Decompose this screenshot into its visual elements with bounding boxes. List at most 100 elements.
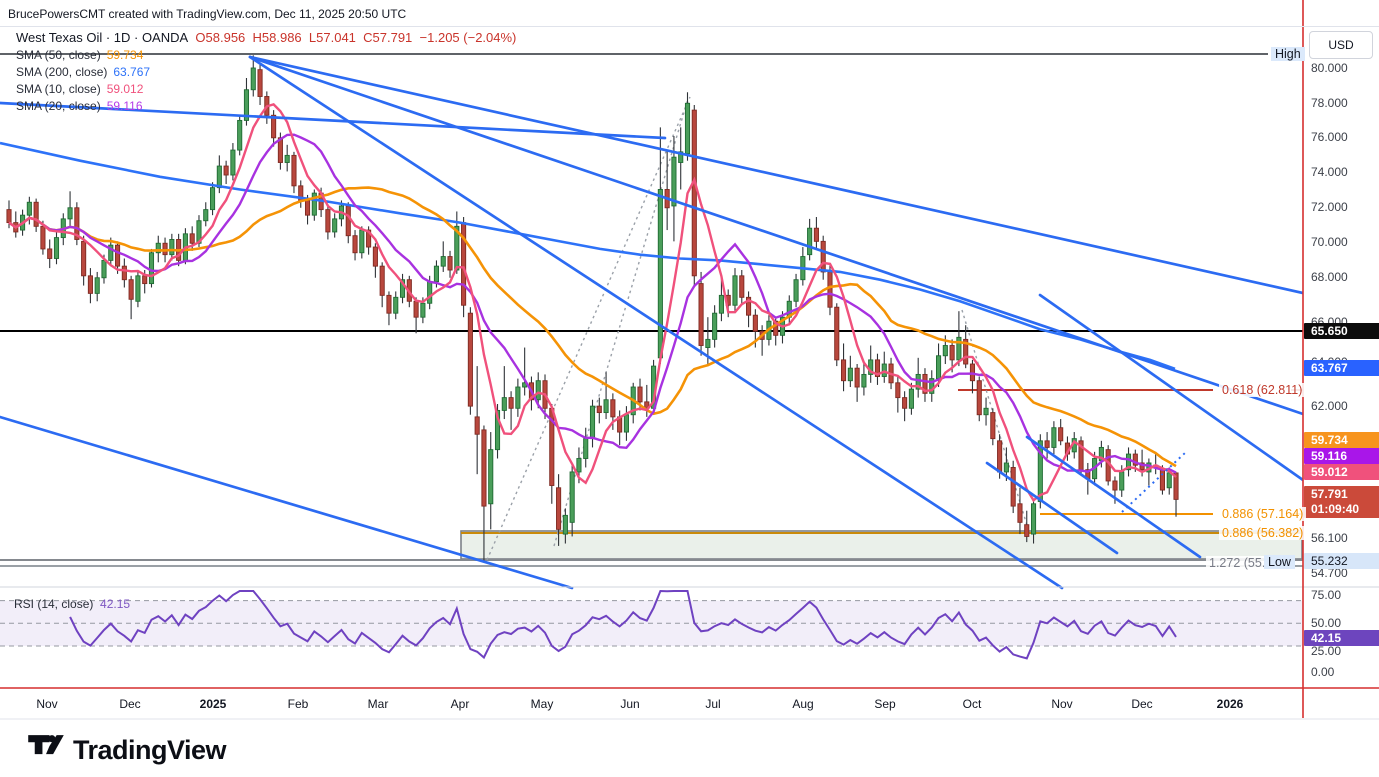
candle-down [304,199,311,216]
candle-up [1030,503,1037,535]
trendline-1[interactable] [248,55,1303,416]
currency-button[interactable]: USD [1309,31,1373,59]
candle-down [508,397,514,409]
price-axis-label: 80.000 [1311,61,1348,75]
candle-up [807,227,813,256]
candle-up [718,294,724,314]
rsi-legend-row[interactable]: RSI (14, close) 42.15 [14,597,130,611]
candle-down [698,283,704,346]
indicator-row-0[interactable]: SMA (50, close) 59.734 [16,47,150,64]
candle-up [169,239,175,256]
symbol-legend-row[interactable]: West Texas Oil · 1D · OANDA O58.956 H58.… [16,30,516,45]
candle-up [861,373,867,388]
sma-20-line[interactable] [8,133,1177,474]
candle-down [997,440,1003,473]
candle-down [257,69,263,97]
candle-down [291,154,297,187]
candle-up [847,367,853,382]
sma-50-line[interactable] [8,186,1177,468]
candle-up [942,345,948,357]
candle-down [827,271,833,308]
tradingview-logo[interactable]: TradingView [28,734,227,766]
trendline-3[interactable] [0,415,574,590]
candle-down [352,235,358,254]
candle-down [637,386,643,403]
indicator-label: SMA (200, close) [16,65,108,79]
candle-down [739,275,745,298]
tradingview-logo-icon [28,735,64,755]
ohlc-close: C57.791 [363,30,413,45]
candle-down [40,225,46,250]
candle-up [135,275,141,302]
trendline-2[interactable] [248,55,1064,590]
indicator-value: 59.116 [106,99,143,113]
sma-10-line[interactable] [8,103,1177,503]
time-axis-label-Oct: Oct [962,697,982,711]
trendline-6[interactable] [1025,435,1202,559]
fib-connector-dotted-2 [961,309,1030,533]
symbol-title[interactable]: West Texas Oil · 1D · OANDA [16,30,189,45]
indicator-row-3[interactable]: SMA (20, close) 59.116 [16,98,150,115]
candle-down [752,314,758,332]
candle-down [325,209,331,233]
candle-down [345,205,351,237]
price-axis-label: 78.000 [1311,96,1348,110]
candle-down [1159,469,1165,491]
candle-up [562,514,568,535]
candle-down [74,207,80,240]
candle-up [535,380,541,401]
candle-down [969,363,976,382]
demand-zone-rectangle[interactable] [460,530,1303,560]
candle-down [596,405,602,414]
candle-up [108,244,114,261]
candle-down [366,229,372,248]
candle-up [732,275,738,306]
watermark-credit: BrucePowersCMT created with TradingView.… [8,7,407,21]
candle-up [929,378,935,394]
candle-up [515,386,521,409]
price-badge-63.767: 63.767 [1304,360,1379,376]
candle-down [949,345,955,361]
rsi-value: 42.15 [100,597,131,611]
time-axis-label-May: May [530,697,554,711]
candle-up [311,192,317,216]
rsi-label: RSI (14, close) [14,597,94,611]
minor-dotted-trendline[interactable] [1121,451,1187,513]
indicator-row-1[interactable]: SMA (200, close) 63.767 [16,64,150,81]
rsi-pane[interactable] [0,589,1303,660]
candle-up [501,397,507,411]
trendline-4[interactable] [0,101,667,140]
time-axis-label-Nov: Nov [1051,697,1073,711]
candle-up [603,399,609,414]
candle-down [372,246,378,267]
time-axis-label-Sep: Sep [874,697,896,711]
price-axis-label: 68.000 [1311,270,1348,284]
trendline-5[interactable] [985,461,1119,555]
rsi-line[interactable] [69,589,1177,660]
candle-up [623,414,629,433]
time-axis-label-Jul: Jul [705,697,721,711]
candle-down [854,367,860,388]
price-axis-label: 62.000 [1311,399,1348,413]
main-pane[interactable] [0,53,1303,590]
candle-down [1132,453,1138,466]
candle-down [1173,472,1179,500]
time-axis-label-Nov: Nov [36,697,58,711]
candle-up [209,187,216,211]
candle-up [230,149,236,176]
candle-up [705,338,711,348]
time-axis-label-Dec: Dec [119,697,141,711]
candle-up [583,438,589,459]
trendline-7[interactable] [1038,293,1303,482]
time-axis-label-2026: 2026 [1216,697,1244,711]
candle-up [393,296,399,314]
indicator-row-2[interactable]: SMA (10, close) 59.012 [16,81,150,98]
indicator-label: SMA (20, close) [16,99,101,113]
candle-up [1125,453,1132,471]
high-label: High [1271,47,1305,61]
tradingview-logo-text: TradingView [73,734,227,765]
candle-up [684,102,691,155]
trendline-0[interactable] [248,55,1303,295]
ohlc-change: −1.205 (−2.04%) [419,30,517,45]
